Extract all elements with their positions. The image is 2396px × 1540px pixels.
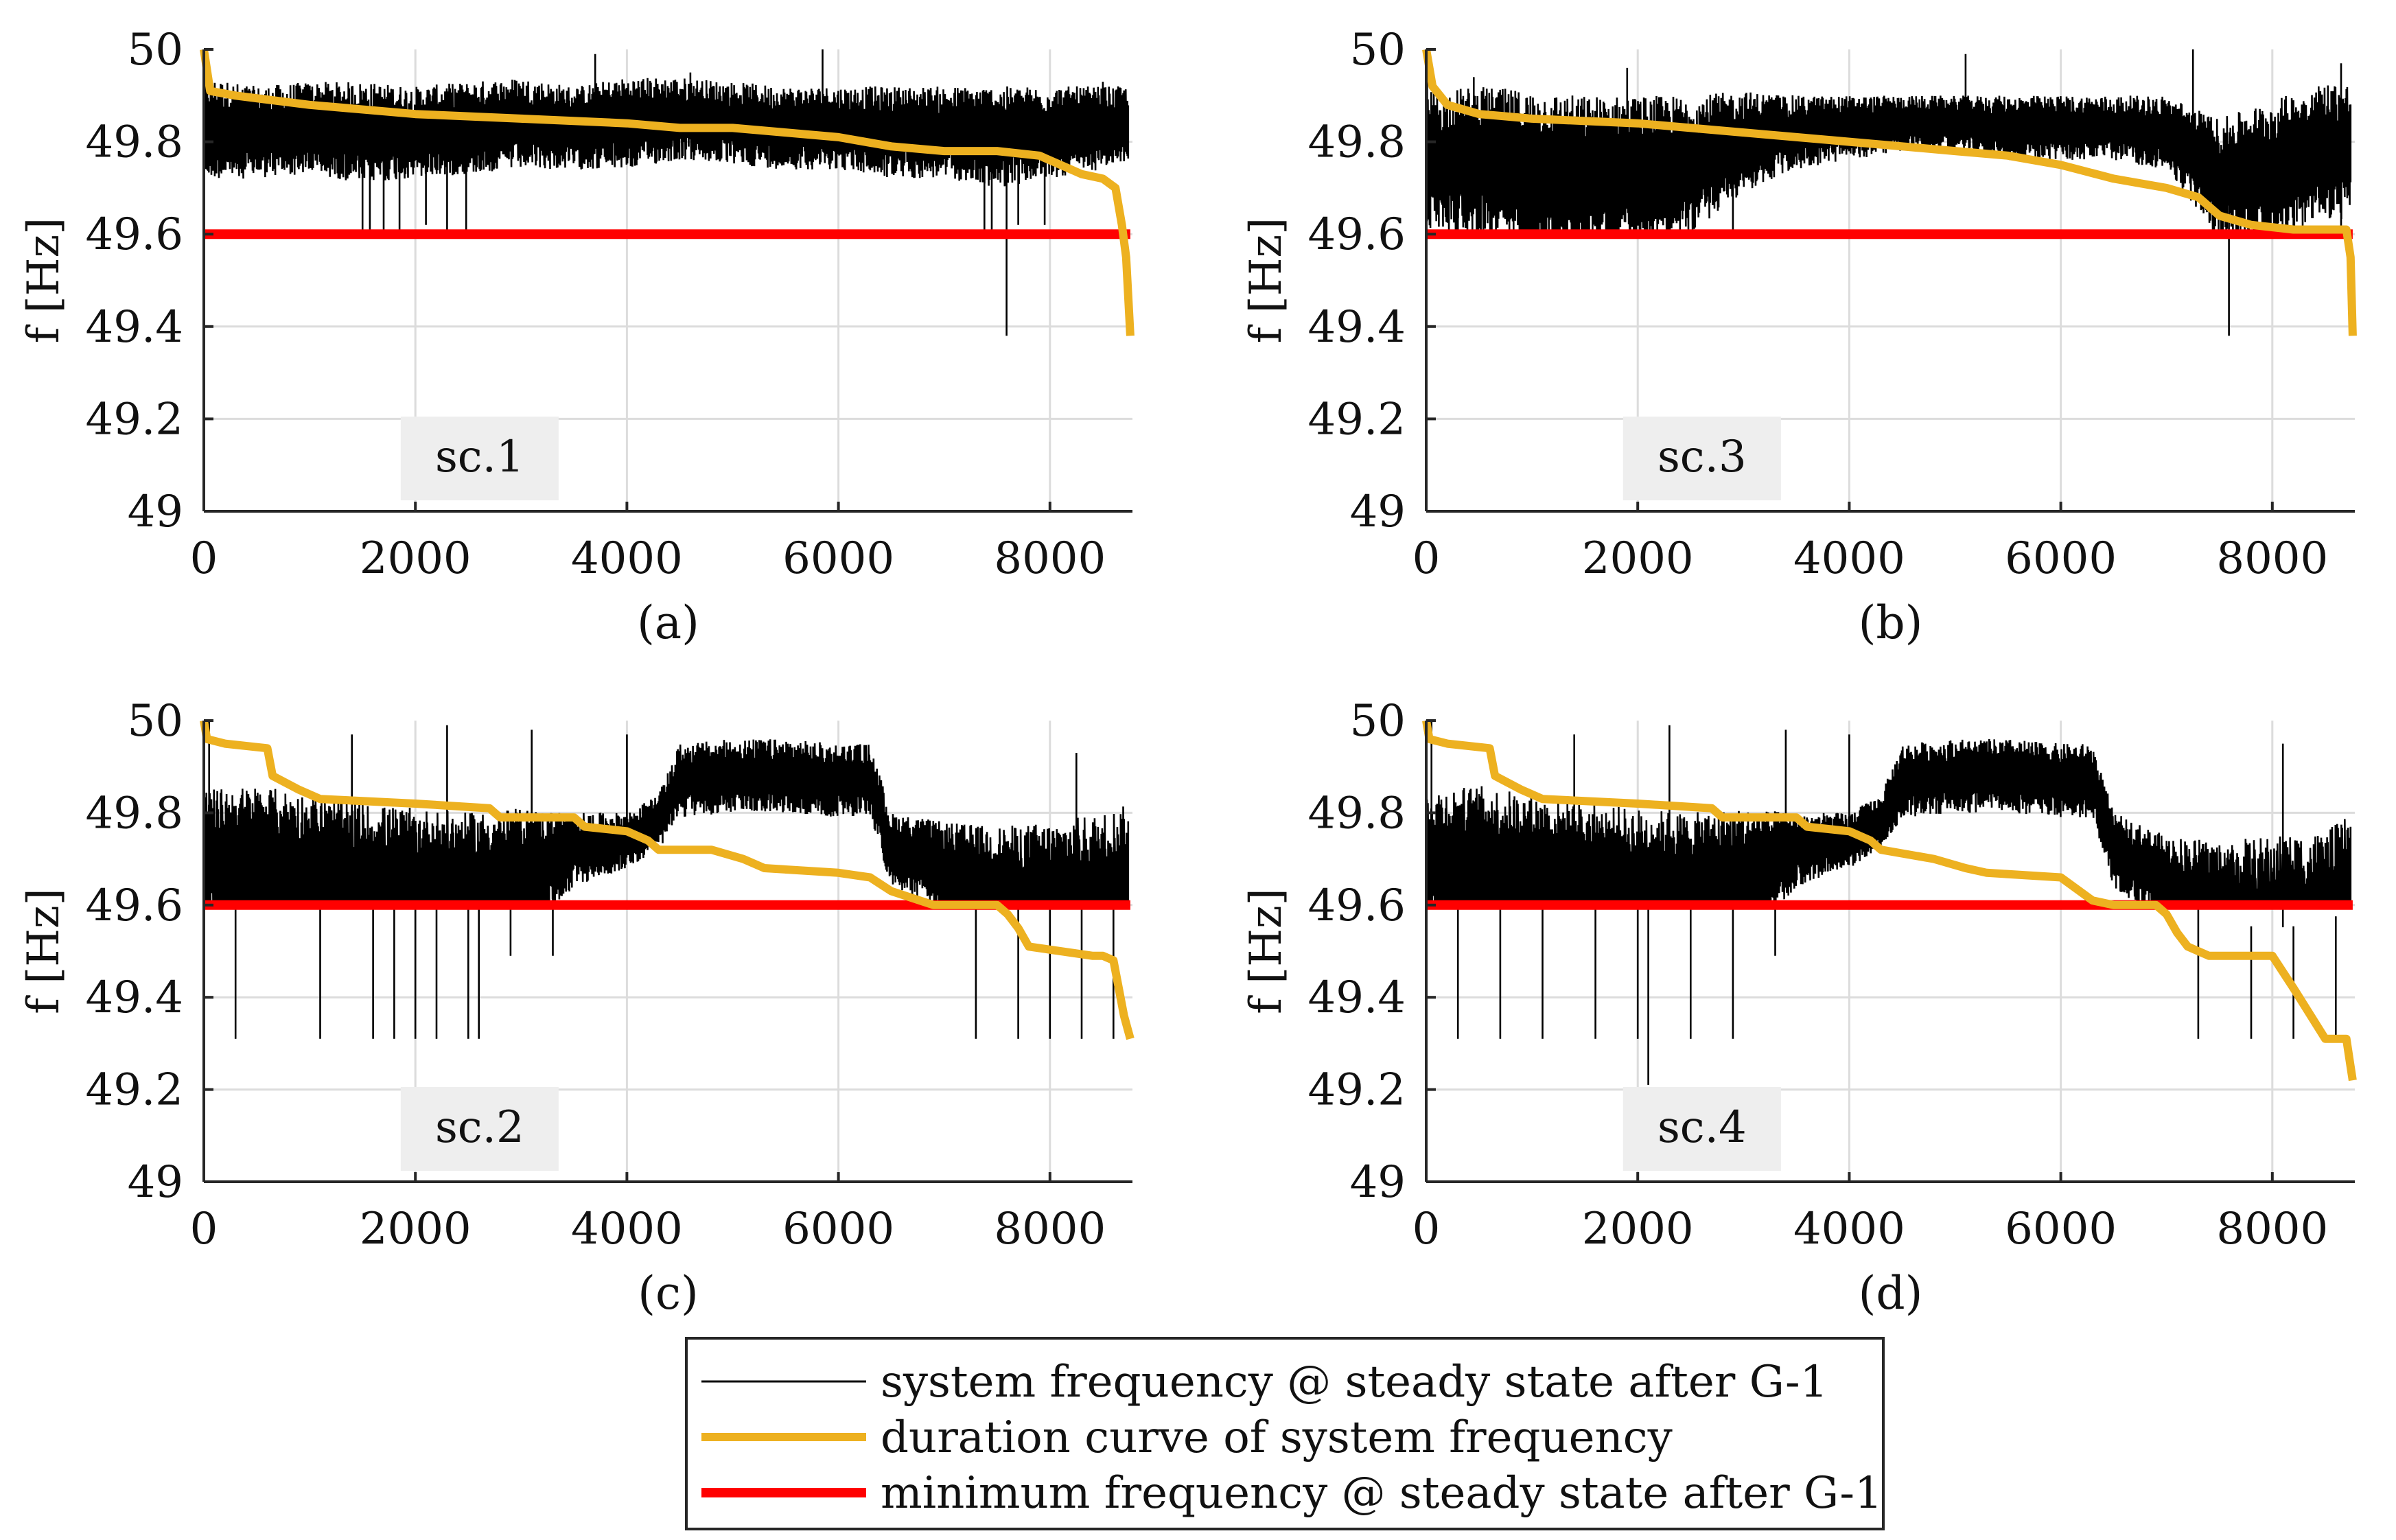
y-tick-label: 49.8 (86, 117, 184, 168)
x-tick-label: 4000 (571, 1204, 683, 1255)
y-tick-label: 49.8 (1308, 788, 1406, 839)
x-tick-label: 2000 (1582, 1204, 1694, 1255)
y-axis-label: f [Hz] (1241, 218, 1292, 344)
scenario-label: sc.4 (1658, 1102, 1747, 1153)
y-axis-label: f [Hz] (1241, 888, 1292, 1014)
y-axis-label: f [Hz] (19, 888, 69, 1014)
panel-label: (c) (638, 1267, 698, 1320)
x-tick-label: 8000 (2216, 533, 2328, 584)
x-tick-label: 6000 (782, 533, 894, 584)
panel-label: (b) (1859, 596, 1923, 649)
x-tick-label: 8000 (994, 1204, 1106, 1255)
x-tick-label: 6000 (2005, 1204, 2117, 1255)
x-tick-label: 2000 (1582, 533, 1694, 584)
legend: system frequency @ steady state after G-… (685, 1337, 1885, 1530)
scenario-label-box (1622, 1087, 1781, 1171)
y-tick-label: 50 (1350, 696, 1406, 747)
series-system-frequency (202, 721, 1130, 1039)
y-tick-label: 49.8 (1308, 117, 1406, 168)
x-tick-label: 6000 (2005, 533, 2117, 584)
y-tick-label: 49.6 (1308, 209, 1406, 260)
y-tick-label: 49.6 (1308, 880, 1406, 931)
y-tick-label: 49.2 (1308, 1065, 1406, 1116)
chart-panel-4: sc.4 0 2000 4000 6000 8000 49 49.2 49.4 49.6 49.8 5… (1241, 696, 2357, 1320)
y-tick-label: 50 (1350, 25, 1406, 75)
y-tick-label: 49 (1350, 1157, 1406, 1208)
y-tick-label: 50 (128, 696, 183, 747)
x-tick-label: 8000 (2216, 1204, 2328, 1255)
y-tick-label: 49.4 (1308, 972, 1406, 1023)
y-tick-label: 49.4 (86, 972, 184, 1023)
x-tick-label: 8000 (994, 533, 1106, 584)
y-tick-label: 50 (128, 25, 183, 75)
x-tick-label: 0 (190, 533, 218, 584)
x-tick-label: 4000 (1793, 533, 1905, 584)
scenario-label-box (400, 417, 559, 500)
series-system-frequency (1425, 721, 2352, 1085)
chart-panel-1: sc.1 0 2000 4000 6000 8000 49 49.2 49.4 49.6 49.8 5… (19, 25, 1135, 649)
scenario-label: sc.2 (435, 1102, 524, 1153)
x-tick-label: 2000 (360, 533, 472, 584)
y-tick-label: 49.2 (86, 394, 184, 445)
y-tick-label: 49.2 (86, 1065, 184, 1116)
x-tick-label: 0 (1412, 1204, 1441, 1255)
series-duration-curve (1422, 719, 2357, 1082)
x-tick-label: 4000 (1793, 1204, 1905, 1255)
y-tick-label: 49.6 (86, 880, 184, 931)
x-tick-label: 2000 (360, 1204, 472, 1255)
x-tick-label: 4000 (571, 533, 683, 584)
series-duration-curve (200, 49, 1135, 336)
x-tick-label: 0 (1412, 533, 1441, 584)
y-tick-label: 49.8 (86, 788, 184, 839)
panel-label: (a) (637, 596, 699, 649)
legend-label: system frequency @ steady state after G-… (881, 1357, 1828, 1408)
y-tick-label: 49.2 (1308, 394, 1406, 445)
y-axis-label: f [Hz] (19, 218, 69, 344)
x-tick-label: 6000 (782, 1204, 894, 1255)
chart-panel-2: sc.3 0 2000 4000 6000 8000 49 49.2 49.4 49.6 49.8 5… (1241, 25, 2357, 649)
scenario-label-box (400, 1087, 559, 1171)
x-tick-label: 0 (190, 1204, 218, 1255)
chart-panel-3: sc.2 0 2000 4000 6000 8000 49 49.2 49.4 49.6 49.8 5… (19, 696, 1135, 1320)
legend-box (685, 1337, 1885, 1530)
y-tick-label: 49.6 (86, 209, 184, 260)
y-tick-label: 49 (1350, 487, 1406, 537)
y-tick-label: 49.4 (1308, 302, 1406, 353)
y-tick-label: 49 (128, 1157, 183, 1208)
series-duration-curve (1422, 48, 2357, 336)
scenario-label: sc.3 (1658, 432, 1747, 482)
legend-label: duration curve of system frequency (881, 1412, 1673, 1463)
series-duration-curve (200, 719, 1135, 1040)
legend-label: minimum frequency @ steady state after G… (881, 1468, 1883, 1519)
y-tick-label: 49.4 (86, 302, 184, 353)
scenario-label: sc.1 (435, 432, 524, 482)
panel-label: (d) (1859, 1267, 1923, 1320)
scenario-label-box (1622, 417, 1781, 500)
y-tick-label: 49 (128, 487, 183, 537)
